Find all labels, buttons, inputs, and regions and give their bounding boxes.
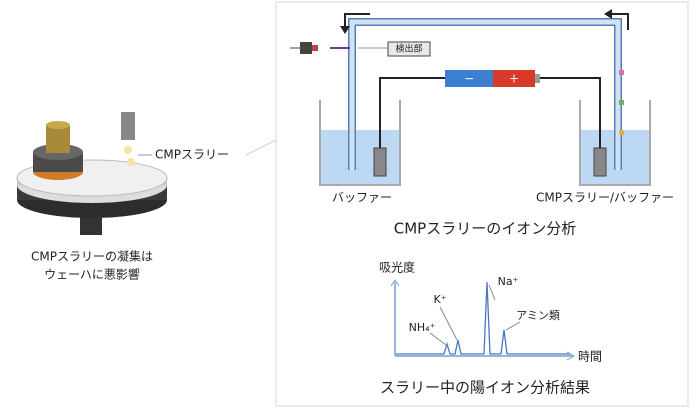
y-axis-label: 吸光度 <box>379 260 415 275</box>
battery-pos <box>493 70 535 87</box>
detector-box <box>387 41 431 57</box>
light-source <box>290 42 388 54</box>
chromatogram-trace <box>396 281 570 355</box>
caption-line: CMPスラリーの凝集は <box>31 249 153 264</box>
peak-label: Na⁺ <box>498 275 519 288</box>
left-beaker-label: バッファー <box>332 191 392 205</box>
band <box>619 70 624 75</box>
frame <box>275 1 689 407</box>
flow-arrow <box>344 13 370 30</box>
peak-label: アミン類 <box>516 309 560 322</box>
flow-arrow <box>610 13 629 30</box>
capillary-inner <box>349 19 621 170</box>
right-beaker-label: CMPスラリー/バッファー <box>536 191 674 205</box>
axis-arrow <box>390 279 400 287</box>
band <box>619 130 624 135</box>
wire <box>379 77 445 148</box>
result-title: スラリー中の陽イオン分析結果 <box>380 379 590 397</box>
apparatus-title: CMPスラリーのイオン分析 <box>394 220 576 238</box>
slurry-label: CMPスラリー <box>155 148 229 162</box>
x-axis-label: 時間 <box>578 350 602 364</box>
detector-label: 検出部 <box>395 43 422 55</box>
caption-line: ウェーハに悪影響 <box>44 267 140 282</box>
battery-neg <box>445 70 493 87</box>
leader <box>488 284 496 301</box>
arrowhead <box>340 26 350 34</box>
arrowhead <box>604 9 612 19</box>
band <box>619 100 624 105</box>
plus-sign: + <box>509 72 519 86</box>
leader <box>505 321 521 331</box>
battery-tip <box>535 74 540 83</box>
leader <box>439 306 458 341</box>
axis-arrow <box>566 351 576 361</box>
connector <box>245 139 277 156</box>
leader <box>429 332 447 346</box>
peak-label: K⁺ <box>433 293 446 306</box>
wire <box>540 77 601 148</box>
peak-label: NH₄⁺ <box>409 321 436 334</box>
minus-sign: − <box>464 72 474 86</box>
wafer-illustration <box>16 112 168 235</box>
